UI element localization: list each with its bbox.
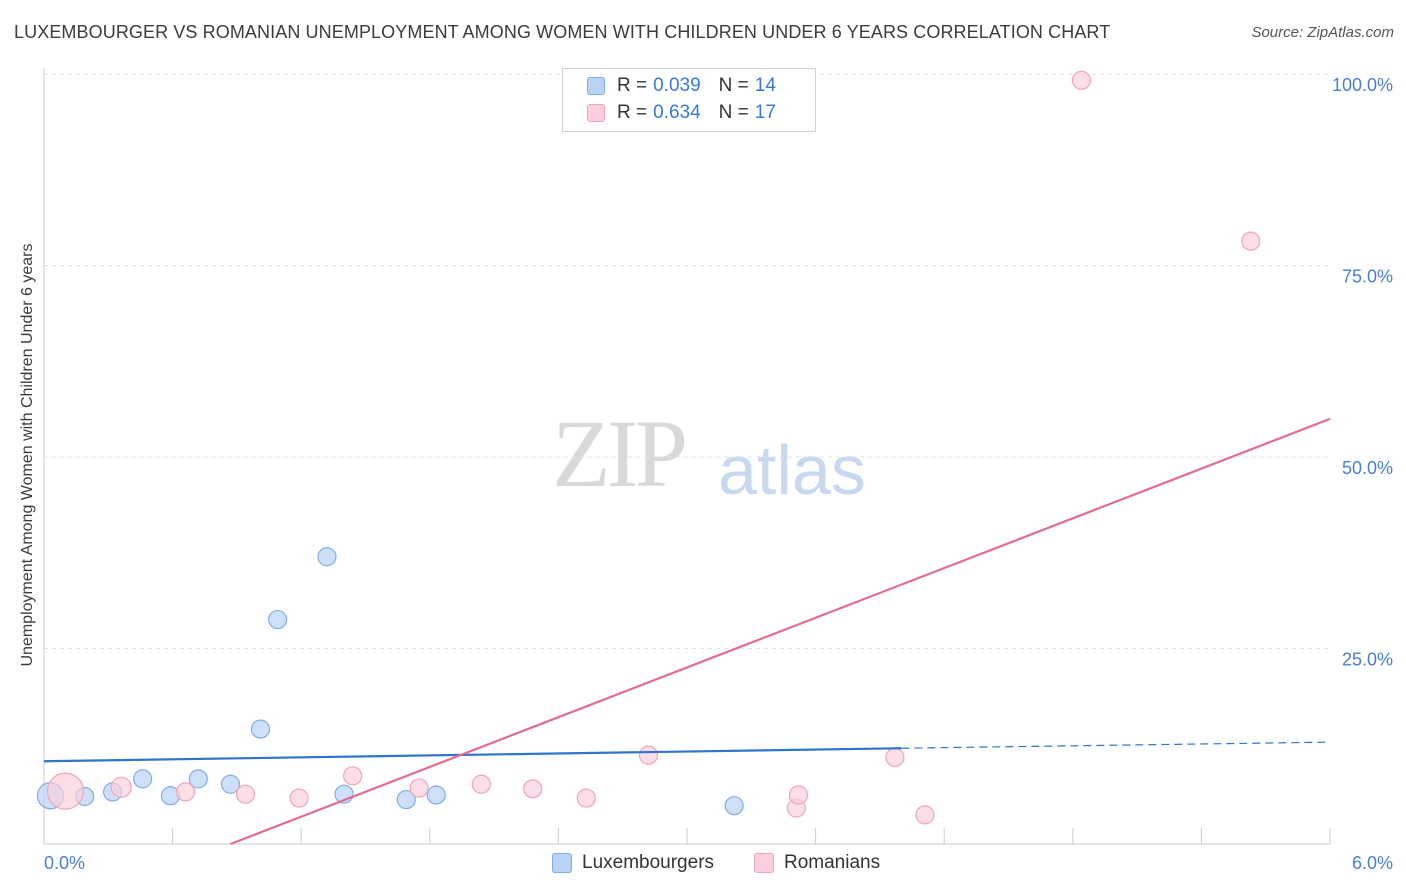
legend-r-value: 0.039 [653,75,701,96]
legend-swatch-romanians [587,104,605,122]
legend-r-label: R = [617,102,648,123]
point-romanians [46,772,85,810]
point-luxembourgers [132,769,153,789]
point-romanians [638,745,659,765]
y-tick-label: 100.0% [1332,75,1393,95]
point-luxembourgers [250,719,271,739]
chart-title: LUXEMBOURGER VS ROMANIAN UNEMPLOYMENT AM… [14,22,1111,42]
point-romanians [175,782,196,802]
legend-row-romanians: R = 0.634 N = 17 [587,100,794,126]
x-tick-label: 0.0% [44,853,85,873]
x-tick-label: 6.0% [1352,853,1393,873]
point-romanians [885,747,905,768]
point-romanians [110,776,132,798]
legend-n-value: 14 [754,75,776,96]
watermark-zip: ZIP [552,400,688,507]
point-luxembourgers [188,769,208,789]
legend-r-label: R = [617,75,648,96]
point-luxembourgers [317,547,337,567]
chart-source: Source: ZipAtlas.com [1251,24,1394,41]
point-luxembourgers [220,774,241,794]
point-romanians [523,779,543,799]
y-tick-label: 25.0% [1342,650,1393,670]
bottom-legend-romanians: Romanians [754,852,880,874]
point-romanians [289,788,309,808]
point-romanians [1241,231,1261,251]
point-romanians [343,766,363,786]
point-romanians [409,778,429,798]
y-tick-label: 50.0% [1342,458,1393,478]
legend-swatch-luxembourgers [587,77,605,95]
y-tick-label: 75.0% [1342,267,1393,287]
trendline-luxembourgers [43,747,902,763]
bottom-legend-label-romanians: Romanians [784,852,881,873]
legend-n-label: N = [718,75,749,96]
legend-n-label: N = [718,102,749,123]
point-romanians [915,805,935,825]
bottom-legend-label-luxembourgers: Luxembourgers [582,852,715,873]
point-luxembourgers [268,609,288,630]
point-romanians [1071,70,1091,90]
legend: R = 0.039 N = 14 R = 0.634 N = 17 [562,68,816,132]
legend-n-value: 17 [754,102,776,123]
point-luxembourgers [724,796,744,816]
bottom-legend-luxembourgers: Luxembourgers [552,852,714,874]
trendline-romanians [230,417,1331,846]
point-luxembourgers [426,785,446,805]
point-romanians [471,774,491,794]
bottom-legend-swatch-luxembourgers [552,853,572,873]
point-romanians [788,785,809,805]
point-luxembourgers [396,789,416,810]
trendline-extension-luxembourgers [901,741,1331,749]
bottom-legend-swatch-romanians [754,853,774,873]
legend-row-luxembourgers: R = 0.039 N = 14 [587,73,794,99]
legend-r-value: 0.634 [653,102,701,123]
point-romanians [576,788,596,808]
watermark-atlas: atlas [718,431,866,509]
point-romanians [235,784,256,804]
